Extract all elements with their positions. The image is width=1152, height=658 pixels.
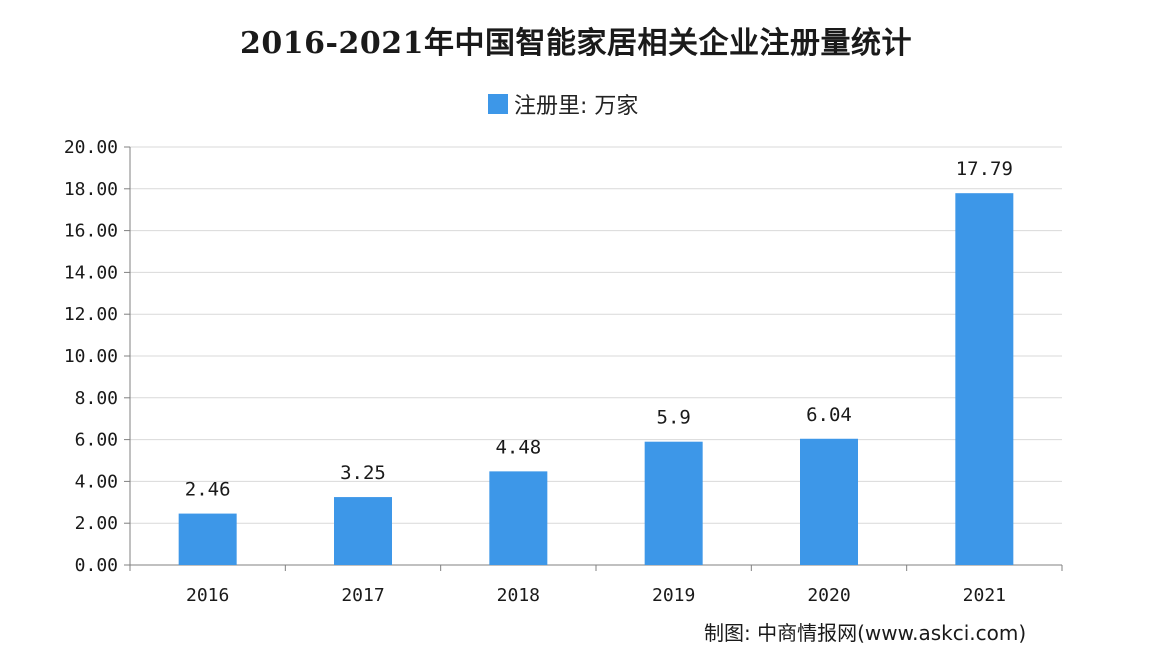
bar-2020 — [800, 438, 858, 565]
data-labels: 2.46 3.25 4.48 5.9 6.04 17.79 — [185, 158, 1013, 500]
y-tick-label: 12.00 — [64, 304, 118, 325]
chart-legend: 注册里: 万家 — [488, 88, 638, 120]
y-tick-label: 0.00 — [75, 555, 118, 576]
y-tick-label: 20.00 — [64, 137, 118, 158]
y-tick-label: 10.00 — [64, 346, 118, 367]
y-tick-label: 4.00 — [75, 471, 118, 492]
y-tick-label: 18.00 — [64, 179, 118, 200]
x-tick-labels: 2016 2017 2018 2019 2020 2021 — [186, 585, 1006, 606]
x-tick-label-2020: 2020 — [807, 585, 850, 606]
y-tick-labels: 0.00 2.00 4.00 6.00 8.00 10.00 12.00 14.00 16.00… — [64, 137, 118, 576]
bar-2021 — [955, 193, 1014, 565]
x-tick-label-2018: 2018 — [497, 585, 540, 606]
x-tick-label-2019: 2019 — [652, 585, 695, 606]
bar-2018 — [489, 471, 548, 565]
data-label-2019: 5.9 — [657, 407, 691, 429]
data-label-2020: 6.04 — [806, 404, 852, 426]
y-tick-label: 14.00 — [64, 262, 118, 283]
bar-2019 — [644, 441, 703, 565]
legend-swatch — [488, 94, 508, 114]
y-tick-label: 2.00 — [75, 513, 118, 534]
y-tick-label: 16.00 — [64, 221, 118, 242]
x-tick-label-2016: 2016 — [186, 585, 229, 606]
bar-2017 — [334, 497, 392, 565]
x-tick-label-2021: 2021 — [963, 585, 1006, 606]
legend-label: 注册里: 万家 — [514, 94, 639, 119]
axes — [124, 146, 1063, 571]
data-label-2017: 3.25 — [340, 462, 386, 484]
data-label-2016: 2.46 — [185, 479, 231, 501]
data-label-2018: 4.48 — [495, 436, 541, 458]
source-note: 制图: 中商情报网(www.askci.com) — [704, 621, 1027, 645]
bar-2016 — [178, 513, 237, 565]
y-tick-label: 6.00 — [75, 430, 118, 451]
bars — [178, 193, 1014, 565]
grid-lines — [130, 146, 1062, 524]
data-label-2021: 17.79 — [956, 158, 1013, 180]
y-tick-label: 8.00 — [75, 388, 118, 409]
x-tick-label-2017: 2017 — [341, 585, 384, 606]
chart-title: 2016-2021年中国智能家居相关企业注册量统计 — [240, 26, 912, 61]
